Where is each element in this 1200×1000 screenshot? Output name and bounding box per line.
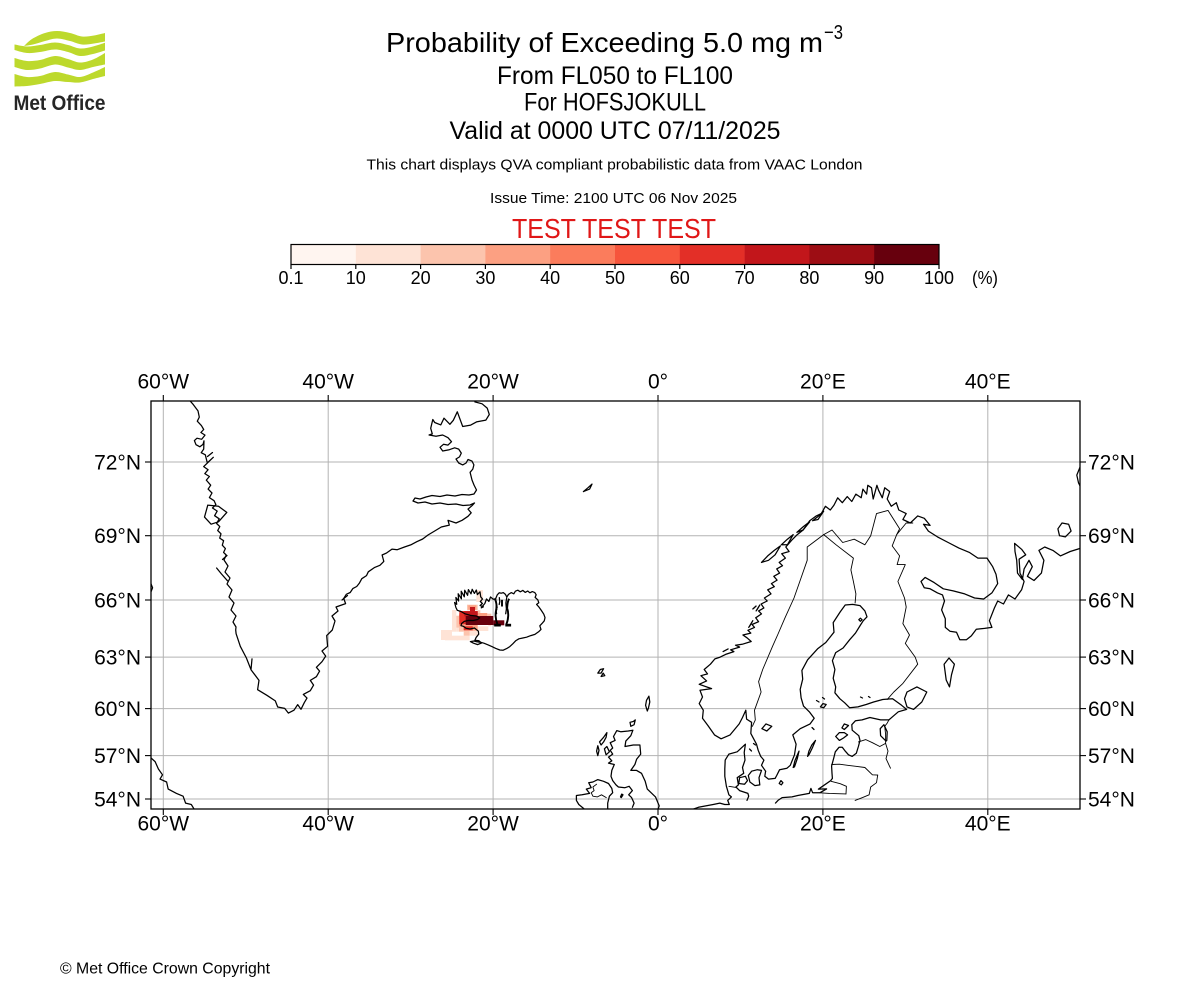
svg-text:100: 100 [924,268,954,288]
svg-text:40°W: 40°W [302,371,354,394]
svg-text:72°N: 72°N [1088,451,1135,474]
svg-text:20: 20 [411,268,431,288]
svg-text:Issue Time: 2100 UTC 06 Nov 20: Issue Time: 2100 UTC 06 Nov 2025 [490,191,737,207]
svg-text:20°E: 20°E [800,371,846,394]
svg-text:63°N: 63°N [94,646,141,669]
svg-text:63°N: 63°N [1088,646,1135,669]
svg-text:54°N: 54°N [94,788,141,811]
svg-text:54°N: 54°N [1088,788,1135,811]
svg-text:20°E: 20°E [800,813,846,836]
svg-text:This chart displays QVA compli: This chart displays QVA compliant probab… [367,158,863,174]
svg-text:50: 50 [605,268,625,288]
svg-text:Met Office: Met Office [14,91,106,115]
svg-text:60°N: 60°N [94,698,141,721]
svg-text:40°W: 40°W [302,813,354,836]
svg-text:10: 10 [346,268,366,288]
svg-text:57°N: 57°N [94,745,141,768]
svg-text:80: 80 [799,268,819,288]
svg-text:66°N: 66°N [1088,589,1135,612]
svg-text:40°E: 40°E [965,813,1011,836]
svg-text:72°N: 72°N [94,451,141,474]
svg-text:60°N: 60°N [1088,698,1135,721]
svg-text:20°W: 20°W [467,813,519,836]
svg-text:Probability of Exceeding 5.0 m: Probability of Exceeding 5.0 mg m [386,27,823,58]
svg-text:20°W: 20°W [467,371,519,394]
svg-text:60°W: 60°W [138,813,190,836]
svg-text:40: 40 [540,268,560,288]
svg-text:57°N: 57°N [1088,745,1135,768]
svg-text:69°N: 69°N [1088,525,1135,548]
svg-text:70: 70 [735,268,755,288]
svg-text:TEST TEST TEST: TEST TEST TEST [512,213,716,244]
svg-text:0.1: 0.1 [278,268,303,288]
svg-text:0°: 0° [648,813,668,836]
svg-text:Valid at 0000 UTC 07/11/2025: Valid at 0000 UTC 07/11/2025 [450,117,781,145]
svg-text:60°W: 60°W [138,371,190,394]
svg-text:30: 30 [475,268,495,288]
svg-text:© Met Office Crown Copyright: © Met Office Crown Copyright [60,961,271,978]
svg-text:From FL050 to FL100: From FL050 to FL100 [497,62,733,90]
svg-text:69°N: 69°N [94,525,141,548]
svg-text:60: 60 [670,268,690,288]
svg-text:For HOFSJOKULL: For HOFSJOKULL [524,89,706,117]
svg-text:90: 90 [864,268,884,288]
svg-text:40°E: 40°E [965,371,1011,394]
svg-text:(%): (%) [972,268,998,288]
svg-text:66°N: 66°N [94,589,141,612]
svg-text:0°: 0° [648,371,668,394]
svg-text:−3: −3 [824,22,843,44]
